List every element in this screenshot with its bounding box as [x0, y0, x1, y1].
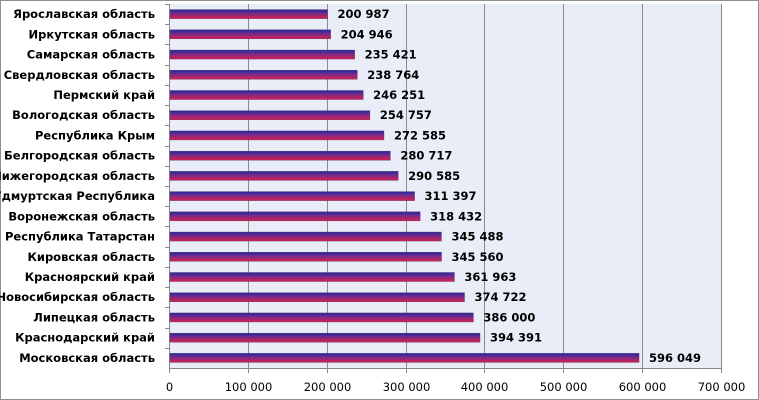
- bar: [169, 29, 331, 40]
- category-label: Нижегородская область: [0, 169, 155, 183]
- x-tick-label: 300 000: [383, 380, 431, 394]
- value-label: 345 560: [451, 250, 503, 264]
- bar: [169, 90, 364, 100]
- category-label: Кировская область: [27, 250, 155, 264]
- value-label: 272 585: [394, 128, 446, 142]
- value-label: 280 717: [400, 149, 452, 163]
- value-label: 386 000: [483, 310, 535, 324]
- value-label: 254 757: [380, 108, 432, 122]
- value-label: 345 488: [451, 230, 503, 244]
- value-label: 374 722: [474, 290, 526, 304]
- value-label: 361 963: [464, 270, 516, 284]
- bar: [169, 9, 328, 19]
- bar: [169, 332, 481, 343]
- category-label: Ярославская область: [13, 7, 155, 21]
- bar: [169, 191, 415, 201]
- value-label: 246 251: [373, 88, 425, 102]
- category-label: Воронежская область: [8, 209, 155, 223]
- x-tick-label: 200 000: [304, 380, 352, 394]
- category-label: Республика Татарстан: [5, 230, 155, 244]
- category-label: Белгородская область: [4, 149, 155, 163]
- category-label: Удмуртская Республика: [0, 189, 155, 203]
- value-label: 596 049: [649, 351, 701, 365]
- x-tick-label: 600 000: [619, 380, 667, 394]
- x-tick-label: 0: [166, 380, 173, 394]
- bar: [169, 211, 421, 222]
- bar: [169, 272, 455, 282]
- bar: [169, 150, 391, 161]
- category-label: Вологодская область: [12, 108, 155, 122]
- value-label: 311 397: [425, 189, 477, 203]
- x-tick-label: 400 000: [461, 380, 509, 394]
- plot-area: [169, 4, 721, 368]
- value-label: 235 421: [365, 48, 417, 62]
- bar: [169, 292, 465, 302]
- category-label: Пермский край: [53, 88, 155, 102]
- value-label: 394 391: [490, 331, 542, 345]
- bar: [169, 49, 355, 60]
- value-label: 200 987: [337, 7, 389, 21]
- bar: [169, 353, 640, 363]
- category-label: Липецкая область: [33, 310, 155, 324]
- category-label: Московская область: [19, 351, 155, 365]
- category-label: Самарская область: [27, 48, 155, 62]
- value-label: 238 764: [367, 68, 419, 82]
- x-tick-label: 700 000: [698, 380, 746, 394]
- category-label: Республика Крым: [35, 128, 155, 142]
- category-label: Иркутская область: [29, 27, 155, 41]
- bar: [169, 171, 399, 181]
- category-label: Свердловская область: [4, 68, 155, 82]
- value-label: 290 585: [408, 169, 460, 183]
- x-tick-label: 100 000: [225, 380, 273, 394]
- bar: [169, 110, 371, 120]
- bar: [169, 130, 385, 141]
- value-label: 318 432: [430, 209, 482, 223]
- x-tick-label: 500 000: [540, 380, 588, 394]
- bar: [169, 312, 474, 323]
- category-label: Красноярский край: [25, 270, 155, 284]
- bar: [169, 252, 442, 262]
- bar: [169, 70, 358, 80]
- category-label: Краснодарский край: [15, 331, 155, 345]
- category-label: Новосибирская область: [0, 290, 155, 304]
- value-label: 204 946: [341, 27, 393, 41]
- bar: [169, 231, 442, 242]
